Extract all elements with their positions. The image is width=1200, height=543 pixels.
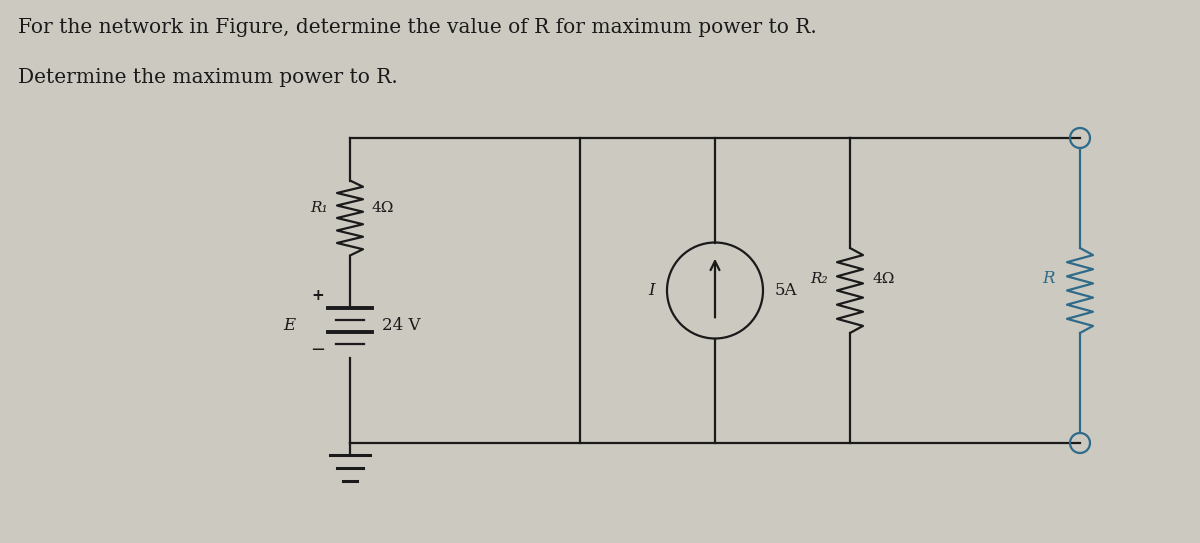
Text: 24 V: 24 V	[382, 318, 420, 334]
Text: R: R	[1043, 270, 1055, 287]
Text: Determine the maximum power to R.: Determine the maximum power to R.	[18, 68, 397, 87]
Text: 5A: 5A	[775, 282, 798, 299]
Text: R₁: R₁	[311, 201, 328, 215]
Text: 4Ω: 4Ω	[872, 272, 894, 286]
Text: R₂: R₂	[810, 272, 828, 286]
Text: +: +	[312, 287, 324, 302]
Text: For the network in Figure, determine the value of R for maximum power to R.: For the network in Figure, determine the…	[18, 18, 817, 37]
Text: 4Ω: 4Ω	[372, 201, 395, 215]
Text: E: E	[283, 318, 295, 334]
Text: −: −	[311, 341, 325, 359]
Text: I: I	[648, 282, 655, 299]
